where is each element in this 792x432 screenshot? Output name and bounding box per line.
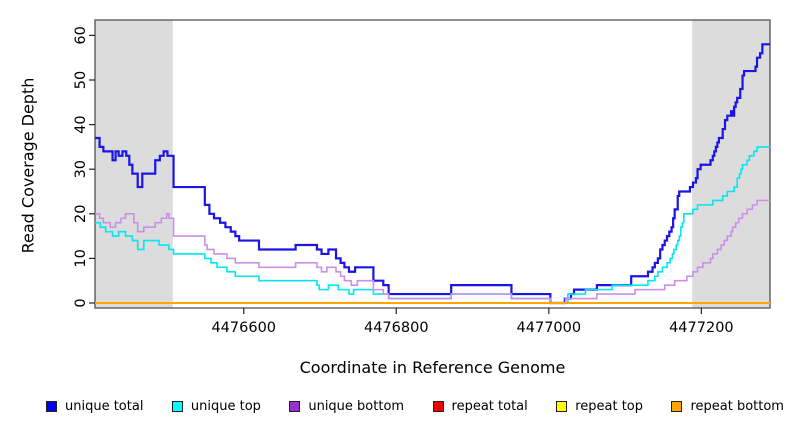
legend-label: repeat total [451,399,528,414]
y-tick-label: 30 [73,160,89,178]
legend: unique total unique top unique bottom repea… [46,399,784,414]
legend-label: repeat bottom [690,399,784,414]
legend-label: unique total [65,399,144,414]
legend-item-repeat-total: repeat total [432,399,528,414]
legend-swatch-repeat-bottom [671,401,683,412]
legend-swatch-unique-total [46,401,57,412]
x-tick-label: 4477200 [669,320,734,336]
y-axis-title: Read Coverage Depth [18,77,38,254]
legend-label: unique top [190,399,261,414]
legend-swatch-unique-bottom [289,401,301,412]
y-tick-label: 10 [73,249,89,267]
plot-frame [94,19,771,309]
x-tick-label: 4476800 [364,320,429,336]
legend-item-repeat-top: repeat top [556,399,643,414]
legend-label: unique bottom [308,399,405,414]
series-unique-total [95,43,770,305]
x-tick-label: 4476600 [211,320,276,336]
x-tick-label: 4477000 [517,320,582,336]
legend-swatch-unique-top [171,401,183,412]
legend-swatch-repeat-total [432,401,444,412]
legend-swatch-repeat-top [556,401,568,412]
x-axis-title: Coordinate in Reference Genome [299,358,566,377]
legend-label: repeat top [575,399,643,414]
legend-item-unique-bottom: unique bottom [289,399,404,414]
y-tick-label: 60 [73,26,89,44]
shaded-region-1 [95,20,173,308]
y-tick-label: 50 [73,71,89,89]
series-unique-top [95,146,770,304]
legend-item-unique-total: unique total [46,399,143,414]
y-tick-label: 40 [73,115,89,133]
legend-item-repeat-bottom: repeat bottom [671,399,784,414]
y-tick-label: 0 [73,298,89,307]
legend-item-unique-top: unique top [171,399,261,414]
y-tick-label: 20 [73,205,89,223]
series-unique-bottom [95,199,770,304]
